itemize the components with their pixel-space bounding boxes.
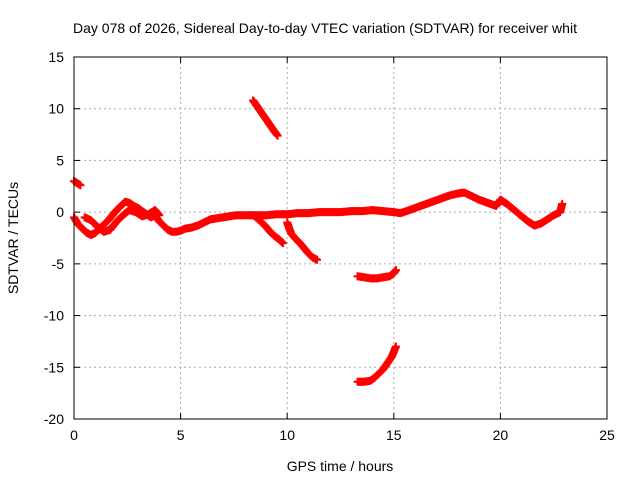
x-tick-label: 5 [177,427,185,443]
data-point [558,199,567,208]
x-tick-label: 20 [493,427,509,443]
x-tick-label: 10 [279,427,295,443]
data-point [278,239,287,248]
data-point [313,255,322,264]
y-tick-label: -20 [44,411,64,427]
data-point [155,211,164,220]
data-points [70,96,567,386]
y-tick-label: 10 [48,101,64,117]
x-tick-label: 25 [599,427,615,443]
y-tick-label: 0 [56,204,64,220]
axis-ticks: 0 5 10 15 20 25 -20 -15 -10 -5 0 5 10 15 [44,49,615,443]
y-tick-label: -5 [52,256,65,272]
data-point [273,131,282,140]
data-point [277,238,286,247]
y-tick-label: -10 [44,308,64,324]
y-tick-label: -15 [44,359,64,375]
x-tick-label: 0 [70,427,78,443]
data-point [391,266,400,275]
y-tick-label: 15 [48,49,64,65]
plot-border [73,56,608,420]
x-tick-label: 15 [386,427,402,443]
y-tick-label: 5 [56,152,64,168]
chart-title: Day 078 of 2026, Sidereal Day-to-day VTE… [73,20,577,36]
data-point [76,181,85,190]
y-axis-label: SDTVAR / TECUs [5,182,21,294]
data-point [391,342,400,351]
x-axis-label: GPS time / hours [287,458,394,474]
